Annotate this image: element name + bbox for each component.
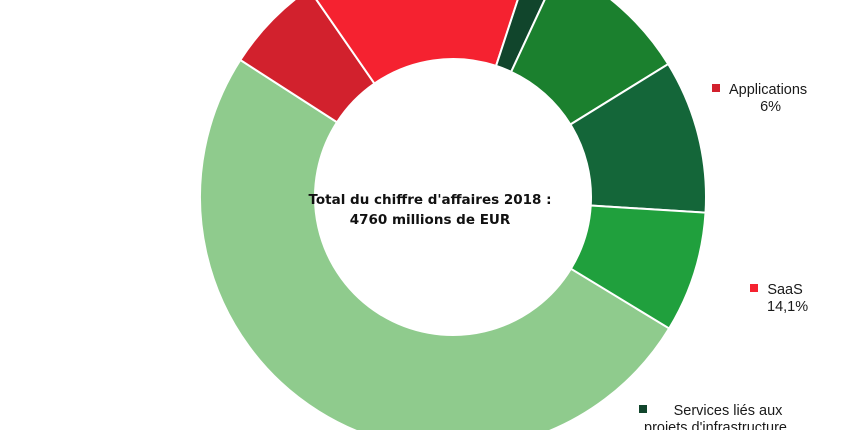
saas-name: SaaS [767, 282, 803, 298]
center-label-line2: 4760 millions de EUR [349, 212, 511, 228]
center-label-line1: Total du chiffre d'affaires 2018 : [308, 192, 552, 208]
services-name-line1: Services liés aux [673, 403, 783, 419]
applications-swatch [712, 84, 720, 92]
center-label: Total du chiffre d'affaires 2018 : 4760 … [300, 190, 560, 230]
saas-value: 14,1% [767, 299, 809, 315]
applications-value: 6% [760, 99, 782, 115]
donut-slice-saas [315, 0, 519, 85]
legend-label-services: Services liés aux projets d'infrastructu… [634, 403, 787, 430]
services-swatch [638, 405, 647, 413]
applications-name: Applications [729, 82, 808, 98]
donut-slice-applications [238, 0, 376, 124]
donut-slice-segment-1 [198, 58, 671, 430]
services-name-line2: projets d'infrastructure [644, 420, 787, 430]
saas-swatch [750, 284, 759, 292]
legend-label-applications: Applications 6% [712, 82, 807, 116]
donut-slice-segment-7 [569, 204, 707, 330]
legend-label-saas: SaaS 14,1% [745, 282, 808, 316]
